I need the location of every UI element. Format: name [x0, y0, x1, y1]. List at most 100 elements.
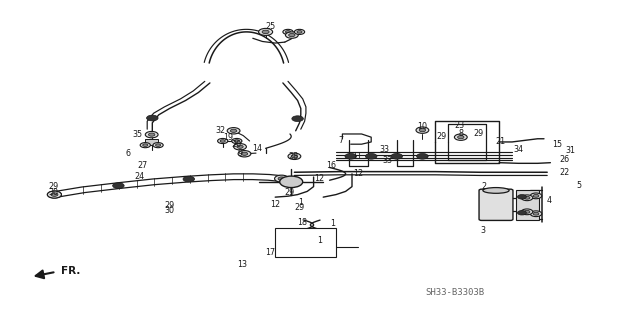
Bar	[145, 139, 158, 145]
Circle shape	[280, 176, 303, 188]
Circle shape	[291, 155, 298, 158]
Ellipse shape	[483, 188, 509, 193]
Text: 19: 19	[223, 133, 233, 142]
Text: 3: 3	[481, 226, 486, 235]
Text: 11: 11	[352, 152, 362, 161]
Text: 29: 29	[48, 182, 58, 191]
Text: 31: 31	[566, 146, 576, 155]
Circle shape	[530, 193, 541, 199]
Circle shape	[145, 131, 158, 138]
Circle shape	[285, 31, 291, 33]
Text: 33: 33	[379, 145, 389, 154]
Circle shape	[232, 138, 242, 144]
Circle shape	[278, 177, 285, 181]
Circle shape	[417, 153, 428, 159]
Text: 1: 1	[317, 236, 323, 245]
Circle shape	[530, 211, 541, 217]
Circle shape	[220, 140, 225, 142]
Circle shape	[113, 183, 124, 189]
Circle shape	[275, 175, 289, 182]
Text: 12: 12	[353, 169, 364, 178]
Circle shape	[517, 211, 526, 215]
Text: 12: 12	[314, 174, 324, 183]
Text: 5: 5	[577, 181, 582, 189]
Text: 18: 18	[297, 218, 307, 227]
Circle shape	[227, 128, 240, 134]
Text: 29: 29	[284, 188, 294, 197]
Text: 28: 28	[288, 152, 298, 161]
Circle shape	[259, 28, 273, 35]
Text: 14: 14	[252, 144, 262, 153]
Circle shape	[533, 212, 539, 215]
Circle shape	[262, 30, 269, 34]
Text: 29: 29	[164, 201, 175, 210]
Circle shape	[524, 196, 530, 199]
Text: 33: 33	[382, 156, 392, 165]
Circle shape	[153, 143, 163, 148]
Circle shape	[365, 153, 377, 159]
Circle shape	[416, 127, 429, 133]
Circle shape	[288, 153, 301, 160]
Text: 8: 8	[458, 129, 463, 138]
Text: 35: 35	[132, 130, 143, 139]
Circle shape	[391, 153, 403, 159]
FancyBboxPatch shape	[516, 190, 539, 220]
Circle shape	[234, 140, 239, 142]
Circle shape	[47, 191, 61, 198]
Text: 1: 1	[330, 219, 335, 228]
Text: 24: 24	[134, 172, 145, 181]
Text: 6: 6	[125, 149, 131, 158]
Text: 17: 17	[265, 248, 275, 257]
Circle shape	[47, 191, 61, 198]
Text: SH33-B3303B: SH33-B3303B	[426, 288, 484, 297]
Circle shape	[285, 32, 298, 38]
Text: 32: 32	[216, 126, 226, 135]
Circle shape	[140, 143, 150, 148]
FancyArrowPatch shape	[36, 271, 54, 278]
Text: 22: 22	[559, 168, 570, 177]
Text: 29: 29	[473, 130, 483, 138]
Text: 20: 20	[232, 140, 242, 149]
Text: 23: 23	[454, 121, 465, 130]
Circle shape	[524, 211, 530, 213]
Text: FR.: FR.	[61, 266, 81, 276]
FancyBboxPatch shape	[479, 189, 513, 220]
Circle shape	[183, 176, 195, 182]
Circle shape	[454, 134, 467, 140]
Text: 10: 10	[417, 122, 428, 131]
Text: 15: 15	[552, 140, 562, 149]
FancyBboxPatch shape	[275, 228, 336, 257]
Text: 25: 25	[266, 22, 276, 31]
Circle shape	[458, 136, 464, 139]
Circle shape	[238, 151, 251, 157]
Circle shape	[234, 144, 246, 150]
Circle shape	[345, 153, 356, 159]
Text: 13: 13	[237, 260, 247, 269]
Circle shape	[294, 29, 305, 34]
Text: 1: 1	[298, 198, 303, 207]
Text: 2: 2	[481, 182, 486, 191]
Circle shape	[51, 193, 58, 196]
Circle shape	[148, 133, 155, 136]
Circle shape	[147, 115, 158, 121]
Text: 16: 16	[326, 161, 336, 170]
Circle shape	[241, 152, 248, 155]
Text: 30: 30	[48, 188, 58, 197]
Text: 21: 21	[495, 137, 506, 146]
Circle shape	[419, 129, 426, 132]
Text: 27: 27	[137, 161, 147, 170]
Text: 29: 29	[436, 132, 447, 141]
Circle shape	[218, 138, 228, 144]
Circle shape	[521, 195, 532, 201]
Circle shape	[143, 144, 148, 146]
Circle shape	[292, 116, 303, 122]
Text: 26: 26	[559, 155, 570, 164]
Text: 30: 30	[164, 206, 175, 215]
Circle shape	[283, 29, 293, 34]
Circle shape	[156, 144, 161, 146]
Circle shape	[289, 33, 295, 37]
Circle shape	[517, 195, 526, 199]
Text: 34: 34	[513, 145, 524, 154]
Circle shape	[237, 145, 243, 148]
Text: 29: 29	[294, 204, 305, 212]
